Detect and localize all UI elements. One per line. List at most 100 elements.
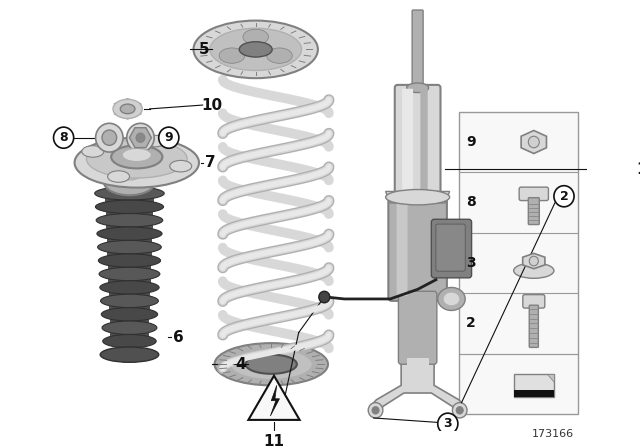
Text: 3: 3 [466,256,476,270]
Text: 8: 8 [466,195,476,210]
FancyBboxPatch shape [420,89,428,192]
Ellipse shape [210,28,301,70]
Circle shape [528,136,540,148]
Ellipse shape [219,48,244,63]
Ellipse shape [102,321,157,335]
Text: 4: 4 [236,357,246,372]
Bar [106,211,154,219]
Polygon shape [547,374,554,382]
FancyBboxPatch shape [395,85,440,196]
Ellipse shape [170,160,192,172]
Ellipse shape [122,148,152,162]
Polygon shape [521,130,547,154]
Ellipse shape [243,29,269,45]
FancyBboxPatch shape [388,197,447,301]
Circle shape [452,403,467,418]
Bar [105,198,154,206]
Text: 2: 2 [559,190,568,203]
Polygon shape [270,385,280,416]
Ellipse shape [246,355,297,374]
Bar [107,252,152,259]
Bar [109,306,150,313]
Ellipse shape [109,164,150,188]
FancyBboxPatch shape [523,295,545,308]
FancyBboxPatch shape [529,305,538,347]
Ellipse shape [101,308,157,321]
Ellipse shape [113,99,142,118]
Ellipse shape [444,292,460,306]
Ellipse shape [96,214,163,227]
Ellipse shape [193,21,318,78]
Bar [110,332,148,340]
Bar [514,374,554,397]
Polygon shape [386,191,450,203]
Circle shape [368,403,383,418]
Ellipse shape [239,42,272,57]
Polygon shape [129,128,152,148]
Polygon shape [248,376,300,420]
Text: 1: 1 [637,162,640,177]
Bar [514,390,554,397]
FancyBboxPatch shape [431,219,472,278]
Circle shape [438,413,458,434]
Circle shape [372,406,380,414]
Ellipse shape [95,200,163,214]
FancyBboxPatch shape [528,198,540,224]
FancyBboxPatch shape [397,202,408,296]
Ellipse shape [97,227,162,241]
FancyBboxPatch shape [519,187,548,201]
FancyBboxPatch shape [412,10,423,89]
Circle shape [529,256,538,266]
Ellipse shape [267,48,292,63]
Text: 11: 11 [264,434,285,448]
Text: 7: 7 [205,155,215,170]
Text: 8: 8 [60,131,68,144]
Ellipse shape [86,140,187,178]
Circle shape [456,406,463,414]
Text: 9: 9 [466,135,476,149]
Ellipse shape [100,281,159,294]
Text: 6: 6 [173,330,183,345]
Circle shape [127,123,154,152]
Ellipse shape [111,145,163,168]
Ellipse shape [95,187,164,200]
Bar [106,225,153,233]
Ellipse shape [144,135,166,147]
Ellipse shape [99,267,160,281]
Circle shape [54,127,74,148]
Ellipse shape [514,263,554,278]
Circle shape [159,127,179,148]
Ellipse shape [108,171,129,182]
Circle shape [102,130,116,145]
Ellipse shape [438,288,465,310]
Text: 3: 3 [444,417,452,430]
Ellipse shape [116,164,143,180]
Ellipse shape [82,146,104,157]
Polygon shape [406,358,429,387]
Text: 173166: 173166 [532,430,574,439]
Text: 5: 5 [199,42,210,57]
Ellipse shape [98,241,161,254]
Ellipse shape [104,168,155,195]
Polygon shape [523,254,545,269]
Ellipse shape [100,347,159,362]
Ellipse shape [386,190,450,205]
Ellipse shape [230,349,312,379]
Ellipse shape [406,83,429,93]
Text: 10: 10 [201,98,222,112]
Circle shape [95,123,123,152]
Polygon shape [115,99,140,118]
Bar [108,279,151,286]
Ellipse shape [99,254,161,267]
Ellipse shape [75,138,199,188]
Text: 9: 9 [164,131,173,144]
Bar [109,319,149,327]
Ellipse shape [214,343,328,385]
Polygon shape [372,299,463,416]
Ellipse shape [100,294,158,308]
Circle shape [319,291,330,303]
Ellipse shape [103,335,156,348]
Bar [109,292,150,300]
FancyBboxPatch shape [436,224,465,271]
Text: 2: 2 [466,316,476,331]
